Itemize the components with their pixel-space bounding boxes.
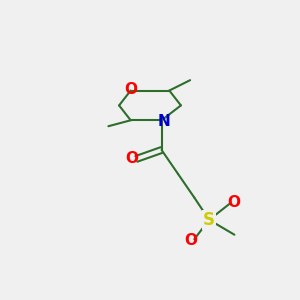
Text: O: O — [227, 194, 240, 209]
Text: O: O — [125, 152, 138, 166]
Text: O: O — [124, 82, 137, 97]
Text: O: O — [184, 233, 197, 248]
Text: S: S — [203, 211, 215, 229]
Text: N: N — [158, 114, 170, 129]
